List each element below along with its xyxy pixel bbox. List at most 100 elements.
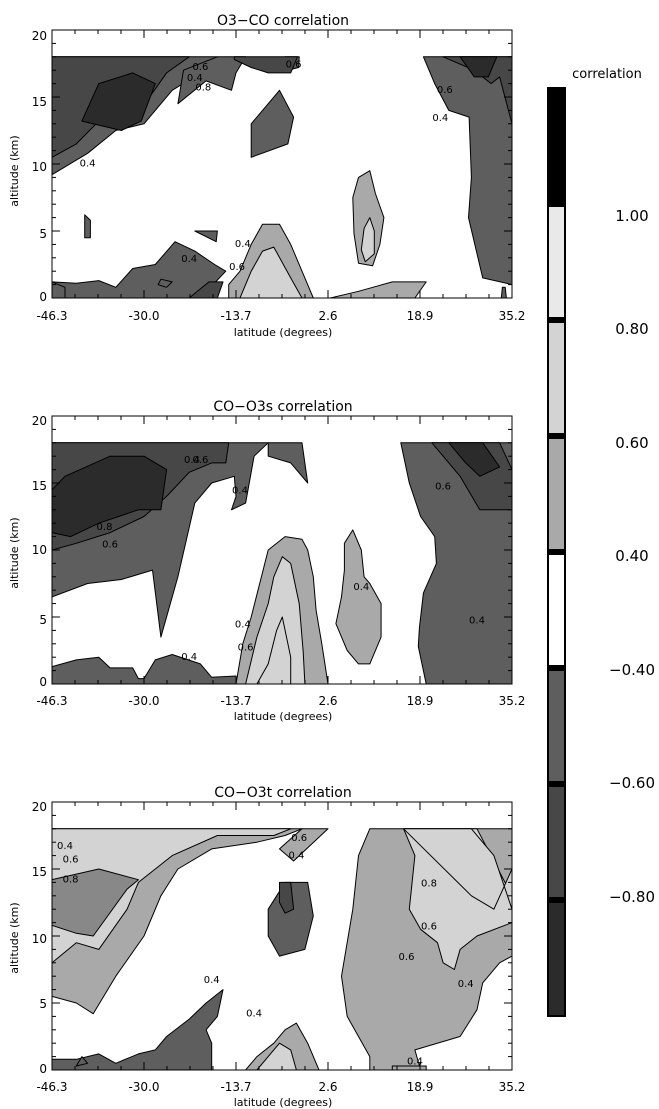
colorbar-segment bbox=[548, 900, 565, 1016]
x-tick-label: -30.0 bbox=[128, 309, 159, 323]
contour-region bbox=[448, 442, 501, 477]
contour-region bbox=[52, 241, 227, 298]
contour-region bbox=[52, 455, 168, 538]
colorbar-segment bbox=[548, 88, 565, 204]
contour-label: 0.6 bbox=[102, 539, 118, 550]
x-tick-label: 2.6 bbox=[318, 1080, 337, 1094]
contour-region bbox=[233, 56, 298, 74]
contour-label: 0.6 bbox=[291, 833, 307, 844]
contour-region bbox=[459, 56, 498, 78]
y-tick-label: 0 bbox=[39, 675, 47, 689]
panel-title: O3−CO correlation bbox=[217, 13, 349, 29]
colorbar-divider bbox=[548, 201, 565, 207]
contour-label: 0.4 bbox=[469, 616, 485, 627]
x-tick-label: 2.6 bbox=[318, 309, 337, 323]
contour-region bbox=[52, 989, 224, 1070]
contour-label: 0.6 bbox=[229, 262, 245, 273]
contour-label: 0.4 bbox=[187, 73, 203, 84]
x-tick-label: 35.2 bbox=[499, 1080, 526, 1094]
contour-region bbox=[239, 246, 303, 298]
contour-region bbox=[194, 230, 218, 243]
y-tick-label: 20 bbox=[32, 29, 47, 43]
colorbar-tick-label: −0.40 bbox=[609, 661, 655, 679]
colorbar-divider bbox=[548, 781, 565, 787]
contour-label: 0.4 bbox=[458, 979, 474, 990]
colorbar-segment bbox=[548, 436, 565, 552]
contour-region bbox=[279, 881, 295, 914]
y-axis-label: altitude (km) bbox=[8, 135, 21, 206]
contour-region bbox=[84, 214, 91, 239]
x-tick-label: 18.9 bbox=[407, 1080, 434, 1094]
x-tick-label: 18.9 bbox=[407, 309, 434, 323]
panel-title: CO−O3t correlation bbox=[214, 785, 352, 801]
contour-region bbox=[267, 442, 309, 484]
colorbar-frame bbox=[547, 87, 566, 1017]
y-tick-label: 10 bbox=[32, 543, 47, 557]
contour-label: 0.6 bbox=[399, 952, 415, 963]
contour-region bbox=[422, 56, 512, 286]
x-tick-label: -46.3 bbox=[36, 309, 67, 323]
y-tick-label: 20 bbox=[32, 414, 47, 428]
colorbar-tick-label: −0.60 bbox=[609, 774, 655, 792]
contour-label: 0.8 bbox=[97, 522, 113, 533]
colorbar-tick-label: 1.00 bbox=[615, 207, 648, 225]
colorbar-divider bbox=[548, 897, 565, 903]
y-tick-label: 5 bbox=[39, 613, 47, 627]
contour-label: 0.4 bbox=[232, 486, 248, 497]
y-tick-label: 15 bbox=[32, 95, 47, 109]
y-axis-label: altitude (km) bbox=[8, 902, 21, 973]
contour-label: 0.8 bbox=[195, 82, 211, 93]
x-tick-label: -30.0 bbox=[128, 1080, 159, 1094]
contour-label: 0.4 bbox=[353, 582, 369, 593]
contour-label: 0.4 bbox=[235, 620, 251, 631]
y-tick-label: 20 bbox=[32, 800, 47, 814]
contour-fills bbox=[52, 56, 512, 298]
contour-label: 0.6 bbox=[192, 62, 208, 73]
y-tick-label: 10 bbox=[32, 160, 47, 174]
colorbar-divider bbox=[548, 665, 565, 671]
contour-region bbox=[52, 868, 139, 937]
contour-region bbox=[256, 616, 292, 684]
contour-region bbox=[52, 281, 66, 298]
panel-o3-co: O3−CO correlation latitude (degrees) alt… bbox=[8, 13, 525, 339]
x-tick-label: -46.3 bbox=[36, 1080, 67, 1094]
contour-region bbox=[403, 828, 512, 910]
contour-label: 0.6 bbox=[435, 482, 451, 493]
contour-region bbox=[188, 281, 224, 298]
x-axis-label: latitude (degrees) bbox=[234, 326, 333, 339]
contour-label: 0.8 bbox=[63, 874, 79, 885]
contour-label: 0.4 bbox=[184, 455, 200, 466]
contour-label: 0.4 bbox=[246, 1008, 262, 1019]
contour-label: 0.4 bbox=[235, 239, 251, 250]
contour-region bbox=[157, 278, 173, 288]
contour-label: 0.4 bbox=[181, 254, 197, 265]
contour-region bbox=[75, 1056, 89, 1067]
contour-label: 0.8 bbox=[421, 878, 437, 889]
contour-region bbox=[500, 286, 507, 298]
contour-fills bbox=[52, 828, 512, 1070]
contour-region bbox=[256, 1042, 297, 1070]
colorbar-segment bbox=[548, 668, 565, 784]
contour-label: 0.4 bbox=[407, 1057, 423, 1068]
contour-label: 0.6 bbox=[437, 85, 453, 96]
colorbar-divider bbox=[548, 317, 565, 323]
contour-region bbox=[279, 828, 329, 862]
colorbar-segment bbox=[548, 320, 565, 436]
colorbar-tick-label: 0.40 bbox=[615, 547, 648, 565]
contour-label: 0.4 bbox=[57, 841, 73, 852]
y-tick-label: 5 bbox=[39, 997, 47, 1011]
colorbar: correlation 1.00 0.80 0.60 0.40 −0.40 −0… bbox=[547, 67, 655, 1017]
contour-region bbox=[352, 170, 385, 267]
x-axis-label: latitude (degrees) bbox=[234, 1096, 333, 1109]
y-tick-label: 0 bbox=[39, 1062, 47, 1076]
x-tick-label: 18.9 bbox=[407, 694, 434, 708]
contour-region bbox=[335, 529, 382, 665]
panel-co-o3t: CO−O3t correlation latitude (degrees) al… bbox=[8, 785, 525, 1109]
y-tick-label: 15 bbox=[32, 479, 47, 493]
contour-label: 0.4 bbox=[204, 975, 220, 986]
contour-region bbox=[360, 217, 375, 263]
contour-region bbox=[250, 89, 295, 158]
contour-label: 0.6 bbox=[63, 854, 79, 865]
contour-label: 0.4 bbox=[432, 113, 448, 124]
